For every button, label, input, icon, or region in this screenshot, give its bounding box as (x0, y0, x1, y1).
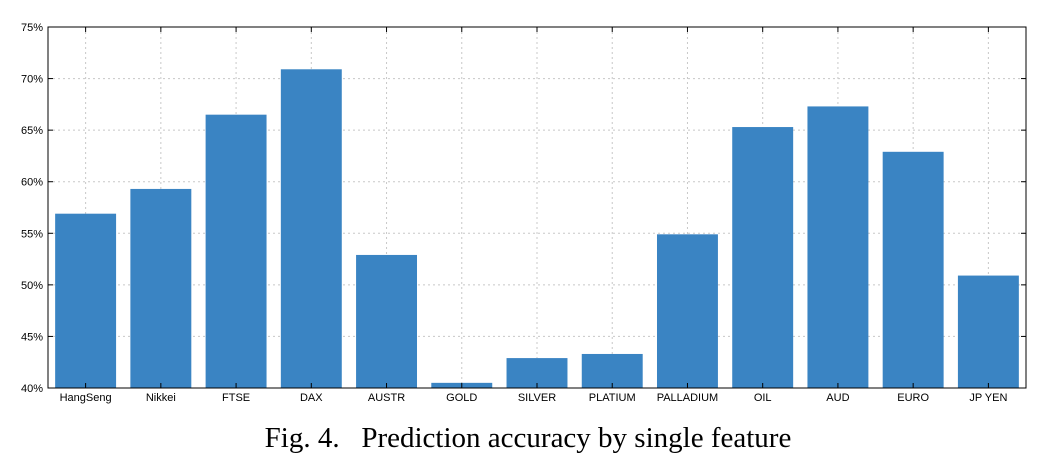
bars-layer (55, 69, 1019, 389)
y-tick-label: 60% (21, 177, 43, 189)
x-tick-label: SILVER (518, 392, 556, 404)
bar-austr (356, 254, 418, 388)
plot-frame (47, 26, 1027, 389)
grid-layer (48, 27, 1026, 388)
y-tick-label: 70% (21, 74, 43, 86)
x-tick-label: Nikkei (146, 392, 176, 404)
bar-platium (581, 353, 643, 388)
x-tick-label: PALLADIUM (657, 392, 719, 404)
y-tick-label: 40% (21, 383, 43, 395)
bar-aud (807, 106, 869, 389)
bar-hangseng (55, 213, 117, 388)
x-tick-label: OIL (754, 392, 772, 404)
bar-jp-yen (957, 275, 1019, 388)
y-tick-label: 55% (21, 228, 43, 240)
x-tick-label: AUD (826, 392, 849, 404)
x-tick-label: EURO (897, 392, 929, 404)
figure-caption: Fig. 4. Prediction accuracy by single fe… (264, 422, 792, 454)
bar-palladium (656, 234, 718, 388)
axes-layer (47, 26, 1027, 389)
x-tick-label: HangSeng (60, 392, 112, 404)
bar-dax (280, 69, 342, 388)
bar-nikkei (130, 188, 192, 388)
x-tick-label: JP YEN (969, 392, 1007, 404)
y-tick-label: 50% (21, 280, 43, 292)
x-tick-label: PLATIUM (589, 392, 636, 404)
x-tick-label: DAX (300, 392, 323, 404)
y-tick-label: 45% (21, 331, 43, 343)
x-tick-label: FTSE (222, 392, 250, 404)
bar-ftse (205, 114, 267, 389)
bar-euro (882, 151, 944, 388)
labels-layer: 40% 45% 50% 55% 60% 65% 70% 75% HangSeng Nikkei FT… (21, 22, 1008, 404)
x-tick-label: AUSTR (368, 392, 405, 404)
y-tick-label: 75% (21, 22, 43, 34)
y-tick-label: 65% (21, 125, 43, 137)
bar-oil (732, 127, 794, 388)
bar-chart: 40% 45% 50% 55% 60% 65% 70% 75% HangSeng Nikkei FT… (21, 22, 1027, 404)
x-tick-label: GOLD (446, 392, 477, 404)
